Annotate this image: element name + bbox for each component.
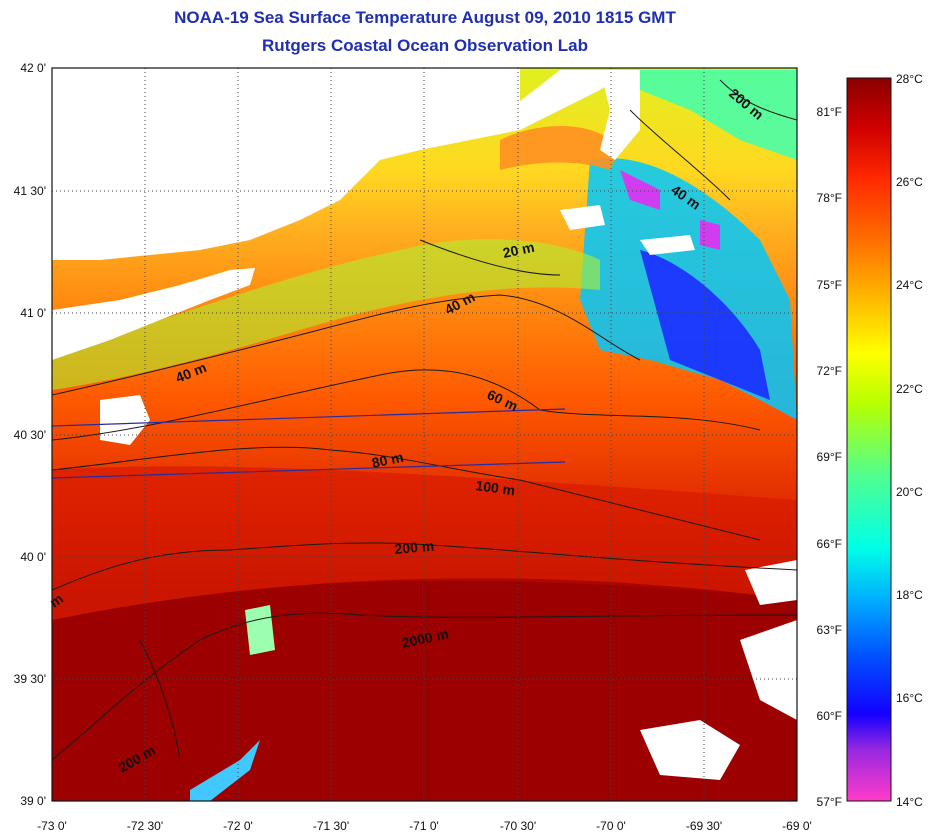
celsius-label: 24°C [896, 278, 923, 292]
fahrenheit-label: 69°F [817, 450, 842, 464]
celsius-label: 22°C [896, 382, 923, 396]
lat-tick-label: 40 30' [14, 428, 46, 442]
contour-200m [52, 542, 797, 591]
contour-label: 80 m [370, 449, 405, 471]
cool-streak [190, 740, 260, 801]
lon-tick-label: -70 0' [596, 819, 626, 833]
celsius-label: 20°C [896, 485, 923, 499]
lon-tick-label: -73 0' [37, 819, 67, 833]
contour-40m [52, 294, 641, 396]
contour-20m [419, 239, 561, 276]
celsius-label: 18°C [896, 588, 923, 602]
fahrenheit-label: 75°F [817, 278, 842, 292]
coldest-water-patch [620, 170, 660, 210]
lat-tick-label: 41 0' [20, 306, 46, 320]
land-long-island [52, 268, 255, 360]
cloud-patch [745, 560, 797, 605]
contour-100m [52, 446, 761, 541]
cloud-patch [100, 395, 150, 445]
contour-label: 20 m [501, 239, 536, 261]
contour-2000m [52, 612, 797, 761]
nearshore-band [52, 239, 600, 390]
contour-60m [52, 369, 761, 441]
lon-tick-label: -72 30' [127, 819, 163, 833]
fahrenheit-label: 66°F [817, 537, 842, 551]
lon-tick-label: -71 30' [313, 819, 349, 833]
lon-tick-label: -72 0' [223, 819, 253, 833]
colorbar-scale [846, 77, 892, 802]
fahrenheit-label: 72°F [817, 364, 842, 378]
land-cape-region [470, 70, 630, 140]
lon-axis: -73 0' -72 30' -72 0' -71 30' -71 0' -70… [37, 819, 812, 833]
land-mainland [52, 68, 520, 260]
cloud-patch [740, 620, 797, 720]
lat-axis: 39 0' 39 30' 40 0' 40 30' 41 0' 41 30' 4… [14, 61, 46, 808]
land-marthas-vineyard [560, 205, 605, 230]
celsius-label: 14°C [896, 795, 923, 809]
buzzards-bay-water [500, 126, 620, 170]
lon-tick-label: -71 0' [409, 819, 439, 833]
transect-line [52, 408, 566, 427]
northern-cool-region [630, 70, 797, 160]
contour-label: 100 m [475, 477, 517, 498]
map-frame [51, 67, 798, 802]
lat-tick-label: 41 30' [14, 184, 46, 198]
celsius-label: 16°C [896, 691, 923, 705]
lon-tick-label: -69 0' [782, 819, 812, 833]
contour-200m-west [139, 639, 181, 761]
land-nantucket [640, 235, 695, 255]
transect-line [52, 461, 566, 479]
contour-200m-east [719, 79, 797, 121]
fahrenheit-label: 57°F [817, 795, 842, 809]
cloud-patch [640, 720, 740, 780]
map-title: NOAA-19 Sea Surface Temperature August 0… [174, 8, 676, 27]
fahrenheit-label: 81°F [817, 105, 842, 119]
map-subtitle: Rutgers Coastal Ocean Observation Lab [262, 36, 588, 55]
celsius-label: 26°C [896, 175, 923, 189]
coldest-water-patch-2 [700, 220, 720, 250]
cold-water-region [640, 250, 770, 400]
map-grid [52, 68, 797, 801]
contour-label: 200 m [394, 538, 435, 557]
lat-tick-label: 39 30' [14, 672, 46, 686]
lat-tick-label: 39 0' [20, 794, 46, 808]
warm-water-region [52, 580, 797, 801]
cool-eddy-patch [245, 605, 275, 655]
celsius-label: 28°C [896, 72, 923, 86]
land-cape-cod [600, 70, 640, 160]
lon-tick-label: -70 30' [500, 819, 536, 833]
lat-tick-label: 40 0' [20, 550, 46, 564]
bathymetry-contours [52, 79, 797, 761]
fahrenheit-label: 78°F [817, 191, 842, 205]
colorbar: 28°C 26°C 24°C 22°C 20°C 18°C 16°C 14°C … [817, 72, 924, 809]
fahrenheit-label: 63°F [817, 623, 842, 637]
lat-tick-label: 42 0' [20, 61, 46, 75]
lon-tick-label: -69 30' [686, 819, 722, 833]
contour-40m-east [629, 109, 731, 201]
fahrenheit-label: 60°F [817, 709, 842, 723]
